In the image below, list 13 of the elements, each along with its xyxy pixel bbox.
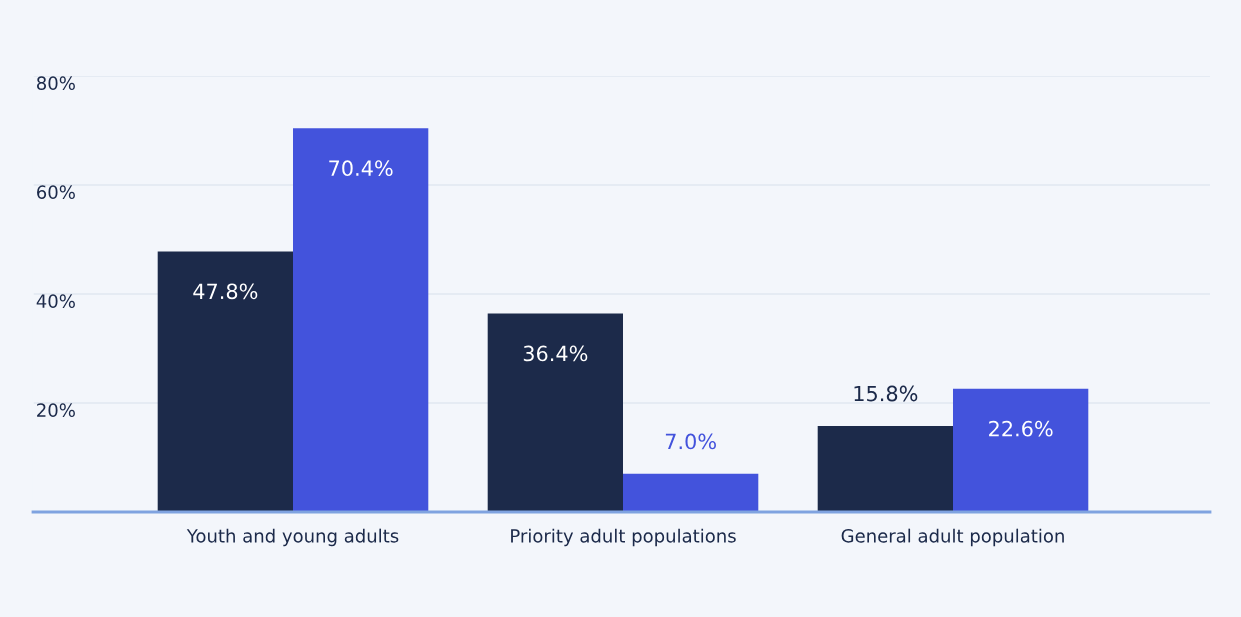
y-tick-label: 60%	[37, 185, 75, 199]
data-label: 70.4%	[329, 160, 393, 177]
data-label: 7.0%	[665, 433, 716, 450]
data-label: 36.4%	[523, 345, 588, 362]
x-tick-label: General adult population	[841, 528, 1064, 547]
data-label: 22.6%	[989, 420, 1053, 437]
y-tick-label: 20%	[37, 403, 75, 417]
x-tick-label: Youth and young adults	[186, 528, 399, 547]
y-tick-label: 40%	[36, 294, 75, 308]
y-tick-label: 80%	[37, 76, 75, 90]
data-label: 47.8%	[193, 283, 258, 300]
data-label: 15.8%	[854, 385, 918, 402]
x-tick-label: Priority adult populations	[511, 528, 736, 547]
